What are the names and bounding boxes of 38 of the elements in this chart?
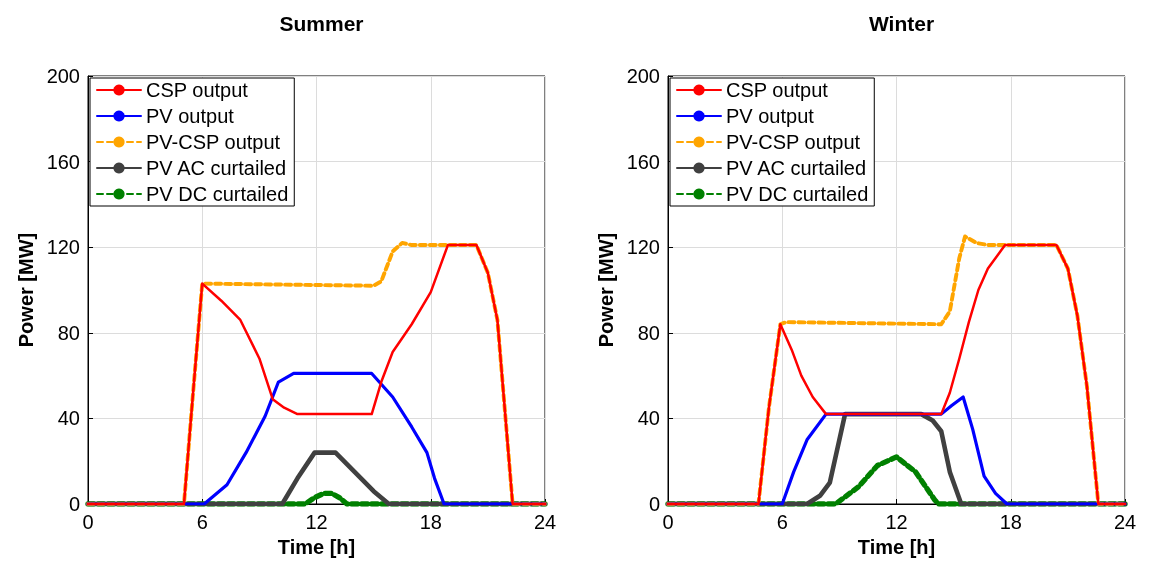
x-tick-label: 24 (533, 511, 557, 533)
x-tick-label: 12 (305, 511, 328, 533)
x-tick-label: 24 (1113, 511, 1137, 533)
legend-label: CSP output (726, 79, 829, 101)
legend-label: PV AC curtailed (146, 157, 287, 179)
legend-label: PV-CSP output (146, 131, 281, 153)
legend-label: PV AC curtailed (726, 157, 867, 179)
x-tick-label: 12 (885, 511, 908, 533)
y-tick-label: 200 (46, 65, 80, 87)
y-tick-label: 200 (626, 65, 660, 87)
y-tick-label: 160 (626, 150, 660, 173)
y-tick-label: 40 (57, 407, 80, 430)
chart-title: Winter (868, 12, 935, 35)
x-axis-title: Time [h] (857, 535, 936, 558)
y-tick-label: 160 (46, 150, 80, 173)
legend-label: CSP output (146, 79, 249, 101)
legend-label: PV output (726, 105, 815, 127)
y-tick-label: 120 (46, 236, 80, 259)
y-tick-label: 80 (637, 321, 660, 344)
legend-label: PV output (146, 105, 235, 127)
x-tick-label: 18 (999, 511, 1022, 533)
y-tick-label: 40 (637, 407, 660, 430)
x-tick-label: 6 (196, 511, 208, 533)
y-axis-title: Power [MW] (594, 232, 617, 348)
y-tick-label: 80 (57, 321, 80, 344)
legend-label: PV DC curtailed (726, 183, 869, 205)
x-axis-title: Time [h] (277, 535, 356, 558)
y-tick-label: 120 (626, 236, 660, 259)
x-tick-label: 0 (82, 511, 94, 533)
y-tick-label: 0 (648, 493, 660, 515)
x-tick-label: 18 (419, 511, 442, 533)
y-tick-label: 0 (68, 493, 80, 515)
y-axis-title: Power [MW] (14, 232, 37, 348)
legend-label: PV-CSP output (726, 131, 861, 153)
x-tick-label: 6 (776, 511, 788, 533)
chart-title: Summer (279, 12, 364, 35)
legend-label: PV DC curtailed (146, 183, 289, 205)
x-tick-label: 0 (662, 511, 674, 533)
